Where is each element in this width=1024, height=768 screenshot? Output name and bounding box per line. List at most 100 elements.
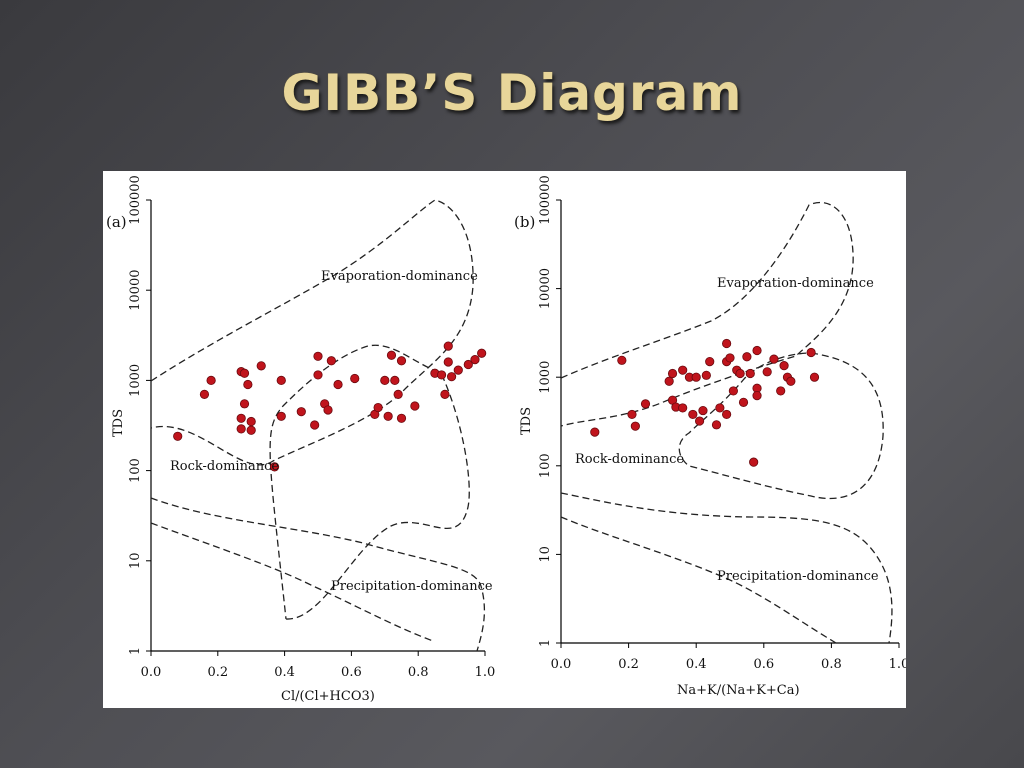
data-point <box>691 372 701 382</box>
data-point <box>698 405 708 416</box>
data-point <box>745 368 755 379</box>
y-tick-label: 10 <box>128 553 143 570</box>
x-tick-label: 0.6 <box>753 657 774 672</box>
data-point <box>390 375 400 385</box>
data-point <box>310 420 320 430</box>
y-tick-label: 100000 <box>538 175 553 225</box>
data-point <box>752 345 762 356</box>
data-point <box>313 351 323 361</box>
data-point <box>735 368 745 379</box>
x-tick-label: 0.0 <box>551 657 572 672</box>
data-point <box>453 365 463 375</box>
data-point <box>779 361 789 371</box>
y-tick-label: 100000 <box>128 175 143 225</box>
data-point <box>276 411 286 421</box>
data-point <box>806 347 816 358</box>
x-tick-label: 0.2 <box>618 657 639 672</box>
data-point <box>313 370 323 380</box>
y-tick-label: 10 <box>538 546 553 563</box>
data-point <box>373 402 383 413</box>
chart-panel-b: 0.0 0.2 0.4 0.6 0.8 1.0 1 10 100 1000 10000 100000 … <box>511 171 906 708</box>
data-point <box>688 409 698 420</box>
data-point <box>276 375 286 385</box>
x-tick-label: 0.8 <box>821 657 842 672</box>
data-point <box>173 431 183 441</box>
x-tick-label: 0.0 <box>141 665 162 680</box>
x-tick-label: 0.4 <box>686 657 707 672</box>
panel-label-b: (b) <box>514 213 536 231</box>
boundary-curve <box>560 201 854 427</box>
data-point <box>749 457 759 467</box>
y-tick-label: 100 <box>538 453 553 478</box>
region-label-precipitation-a: Precipitation-dominance <box>331 579 493 594</box>
data-point <box>236 413 246 423</box>
data-point <box>664 376 674 386</box>
data-point <box>350 373 360 384</box>
data-point <box>443 357 453 367</box>
data-point <box>199 389 210 399</box>
y-tick-label: 1000 <box>128 364 143 397</box>
data-point <box>722 338 732 349</box>
boundary-curve <box>560 492 893 644</box>
data-point <box>630 421 640 431</box>
chart-a-svg: 0.0 0.2 0.4 0.6 0.8 1.0 1 10 100 1000 10000 100000 <box>128 175 496 680</box>
y-tick-label: 1 <box>128 647 143 655</box>
data-point <box>678 365 688 375</box>
data-point <box>705 356 715 367</box>
data-point <box>694 416 705 426</box>
data-point <box>725 353 735 363</box>
data-point <box>678 403 688 413</box>
boundary-curve <box>150 522 434 642</box>
region-label-evaporation-a: Evaporation-dominance <box>321 269 478 284</box>
data-point <box>383 411 393 421</box>
gibbs-figure: 0.0 0.2 0.4 0.6 0.8 1.0 1 10 100 1000 10000 100000 … <box>103 171 906 708</box>
chart-b-svg: 0.0 0.2 0.4 0.6 0.8 1.0 1 10 100 1000 10000 100000 <box>538 175 906 672</box>
y-axis-label-a: TDS <box>111 409 126 437</box>
y-axis-label-b: TDS <box>519 407 534 435</box>
data-point <box>722 409 732 420</box>
data-point <box>728 386 738 396</box>
data-point <box>446 372 457 382</box>
data-point <box>627 409 637 420</box>
x-tick-label: 1.0 <box>889 657 906 672</box>
x-tick-label: 0.4 <box>274 665 295 680</box>
boundary-curve <box>150 199 474 466</box>
data-point <box>256 361 266 371</box>
x-axis-label-a: Cl/(Cl+HCO3) <box>281 689 375 704</box>
data-point <box>396 356 407 366</box>
data-point <box>617 355 627 365</box>
data-point <box>463 359 473 370</box>
data-point <box>326 356 336 366</box>
chart-panel-a: 0.0 0.2 0.4 0.6 0.8 1.0 1 10 100 1000 10000 100000 … <box>103 171 503 708</box>
data-point <box>246 416 256 427</box>
data-point <box>440 389 450 399</box>
data-point <box>701 370 711 380</box>
boundary-curve <box>560 516 837 644</box>
region-label-evaporation-b: Evaporation-dominance <box>717 276 874 291</box>
boundary-curve <box>269 344 470 620</box>
data-point <box>443 341 453 351</box>
data-point <box>386 350 397 360</box>
x-tick-label: 0.2 <box>207 665 228 680</box>
data-point <box>246 425 256 435</box>
data-point <box>738 397 749 407</box>
data-point <box>393 389 403 399</box>
y-tick-label: 1000 <box>538 361 553 394</box>
region-label-rock-a: Rock-dominance <box>170 459 280 474</box>
data-point <box>236 424 246 434</box>
data-point <box>477 348 487 358</box>
data-point <box>640 399 651 409</box>
y-tick-label: 100 <box>128 458 143 483</box>
data-point <box>769 354 779 364</box>
data-point <box>410 401 420 411</box>
data-point <box>762 367 772 377</box>
data-point <box>239 399 250 409</box>
x-tick-label: 1.0 <box>475 665 496 680</box>
data-point <box>206 375 216 385</box>
data-point <box>786 376 796 386</box>
data-point <box>742 352 752 362</box>
data-point <box>243 379 253 390</box>
region-label-rock-b: Rock-dominance <box>575 452 685 467</box>
boundary-curve <box>678 352 884 500</box>
slide-title: GIBB’S Diagram <box>281 64 743 122</box>
